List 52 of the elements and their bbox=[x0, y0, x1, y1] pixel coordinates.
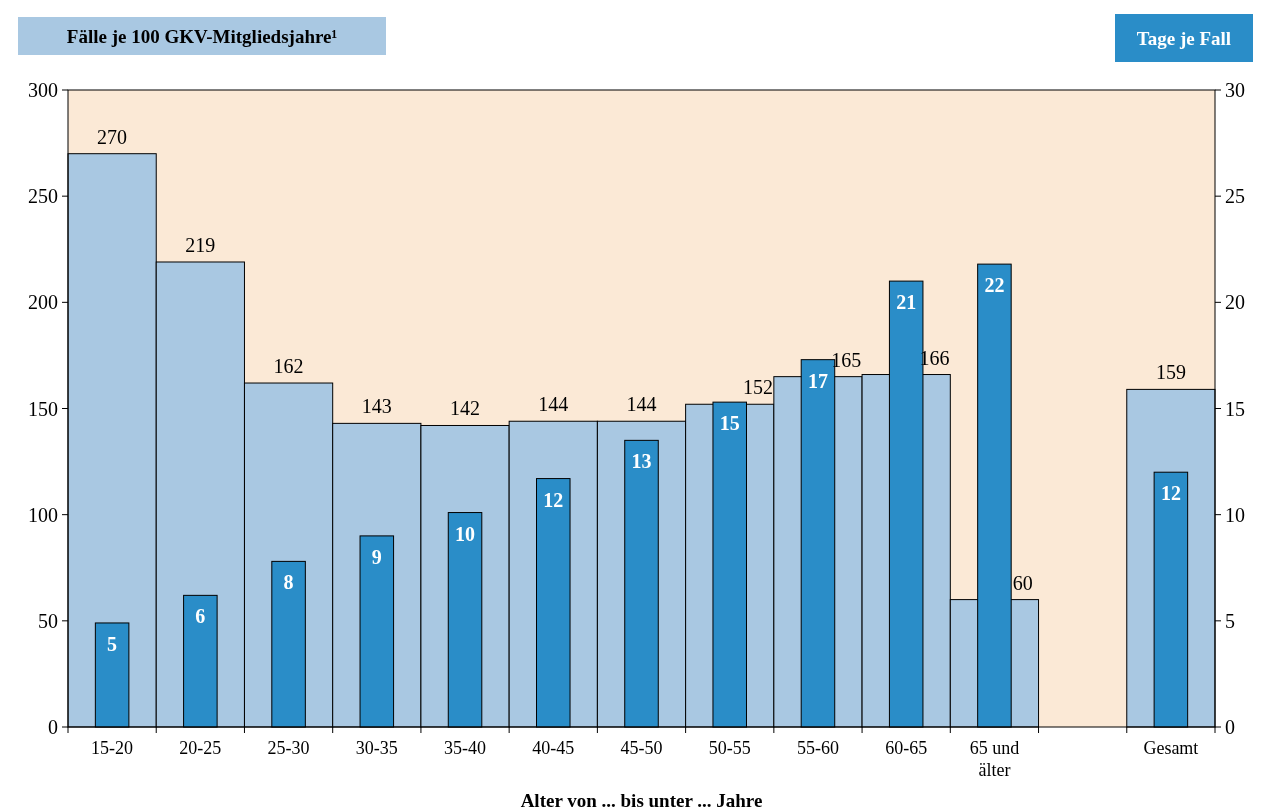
x-tick-label: 30-35 bbox=[355, 738, 398, 758]
data-label: 152 bbox=[742, 376, 773, 399]
x-tick-label: 20-25 bbox=[179, 738, 222, 758]
x-tick-label: 15-20 bbox=[91, 738, 134, 758]
y-tick-label: 250 bbox=[28, 185, 58, 208]
x-tick-label: 35-40 bbox=[444, 738, 487, 758]
data-label: 162 bbox=[273, 355, 304, 378]
data-label: 17 bbox=[807, 369, 828, 392]
y2-tick-label: 20 bbox=[1225, 291, 1245, 314]
data-label: 144 bbox=[626, 393, 657, 416]
data-label: 144 bbox=[538, 393, 569, 416]
data-label: 13 bbox=[631, 450, 652, 473]
x-tick-label: 45-50 bbox=[620, 738, 663, 758]
data-label: 21 bbox=[896, 291, 917, 314]
data-label: 22 bbox=[984, 274, 1005, 297]
y-tick-label: 50 bbox=[38, 609, 58, 632]
x-tick-label: 25-30 bbox=[267, 738, 310, 758]
y-tick-label: 200 bbox=[28, 291, 58, 314]
y2-tick-label: 10 bbox=[1225, 503, 1245, 526]
y2-tick-label: 5 bbox=[1225, 609, 1235, 632]
data-label: 165 bbox=[831, 348, 862, 371]
data-label: 60 bbox=[1012, 571, 1033, 594]
data-label: 270 bbox=[97, 125, 128, 148]
data-label: 219 bbox=[185, 233, 216, 256]
data-label: 5 bbox=[107, 632, 118, 655]
data-label: 12 bbox=[543, 488, 564, 511]
data-label: 6 bbox=[195, 605, 206, 628]
y-axis-title: Fälle je 100 GKV-Mitgliedsjahre¹ bbox=[66, 25, 338, 47]
data-label: 15 bbox=[719, 412, 740, 435]
x-axis-title: Alter von ... bis unter ... Jahre bbox=[520, 790, 763, 809]
x-tick-label: 50-55 bbox=[708, 738, 751, 758]
y2-tick-label: 25 bbox=[1225, 185, 1245, 208]
data-label: 12 bbox=[1160, 482, 1181, 505]
y-tick-label: 100 bbox=[28, 503, 58, 526]
data-label: 142 bbox=[450, 397, 481, 420]
y2-tick-label: 30 bbox=[1225, 79, 1245, 101]
data-label: 9 bbox=[371, 545, 382, 568]
y2-axis-title: Tage je Fall bbox=[1136, 27, 1232, 49]
data-label: 159 bbox=[1155, 361, 1186, 384]
y-tick-label: 0 bbox=[48, 716, 58, 738]
y-tick-label: 300 bbox=[28, 79, 58, 101]
x-tick-label: Gesamt bbox=[1143, 738, 1199, 758]
data-label: 10 bbox=[455, 522, 476, 545]
data-label: 8 bbox=[283, 571, 294, 594]
x-tick-label: 65 und älter bbox=[969, 738, 1020, 780]
y-tick-label: 150 bbox=[28, 397, 58, 420]
x-tick-label: 55-60 bbox=[796, 738, 839, 758]
x-tick-label: 60-65 bbox=[885, 738, 928, 758]
x-tick-label: 40-45 bbox=[532, 738, 575, 758]
y2-tick-label: 0 bbox=[1225, 716, 1235, 738]
data-label: 143 bbox=[361, 395, 392, 418]
y2-tick-label: 15 bbox=[1225, 397, 1245, 420]
